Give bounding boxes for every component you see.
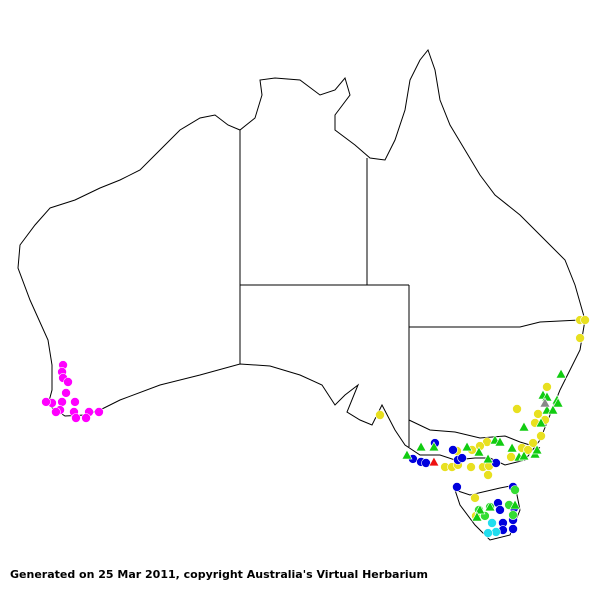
occurrence-point-lightgreen bbox=[510, 485, 520, 495]
occurrence-point-yellow bbox=[506, 452, 516, 462]
occurrence-point-blue bbox=[452, 482, 462, 492]
occurrence-point-green-triangle bbox=[518, 421, 530, 432]
occurrence-point-yellow bbox=[542, 382, 552, 392]
occurrence-point-magenta bbox=[70, 397, 80, 407]
occurrence-point-magenta bbox=[81, 413, 91, 423]
occurrence-point-yellow bbox=[375, 410, 385, 420]
occurrence-point-magenta bbox=[41, 397, 51, 407]
occurrence-point-blue bbox=[495, 505, 505, 515]
occurrence-point-green-triangle bbox=[461, 441, 473, 452]
occurrence-point-yellow bbox=[512, 404, 522, 414]
occurrence-point-yellow bbox=[523, 445, 533, 455]
occurrence-point-lightgreen bbox=[508, 510, 518, 520]
occurrence-point-yellow bbox=[483, 470, 493, 480]
occurrence-point-green-triangle bbox=[547, 404, 559, 415]
occurrence-point-green-triangle bbox=[531, 444, 543, 455]
occurrence-point-red-triangle bbox=[428, 456, 440, 467]
occurrence-point-blue bbox=[457, 453, 467, 463]
occurrence-point-yellow bbox=[470, 493, 480, 503]
occurrence-point-green-triangle bbox=[401, 449, 413, 460]
occurrence-point-green-triangle bbox=[494, 436, 506, 447]
occurrence-point-magenta bbox=[63, 377, 73, 387]
occurrence-point-blue bbox=[448, 445, 458, 455]
occurrence-point-yellow bbox=[580, 315, 590, 325]
mainland-coastline bbox=[17, 48, 586, 466]
occurrence-point-magenta bbox=[51, 407, 61, 417]
occurrence-point-green-triangle bbox=[535, 417, 547, 428]
occurrence-point-green-triangle bbox=[484, 501, 496, 512]
occurrence-points bbox=[41, 315, 590, 538]
occurrence-point-green-triangle bbox=[415, 441, 427, 452]
occurrence-point-yellow bbox=[466, 462, 476, 472]
occurrence-point-yellow bbox=[536, 431, 546, 441]
occurrence-point-yellow bbox=[528, 438, 538, 448]
occurrence-point-green-triangle bbox=[509, 499, 521, 510]
occurrence-point-magenta bbox=[71, 413, 81, 423]
occurrence-point-green-triangle bbox=[482, 453, 494, 464]
occurrence-point-magenta bbox=[61, 388, 71, 398]
occurrence-point-green-triangle bbox=[552, 397, 564, 408]
occurrence-point-green-triangle bbox=[471, 511, 483, 522]
occurrence-point-green-triangle bbox=[428, 441, 440, 452]
occurrence-point-yellow bbox=[575, 333, 585, 343]
occurrence-point-grey-triangle bbox=[539, 397, 551, 408]
occurrence-point-green-triangle bbox=[506, 442, 518, 453]
border-nsw-vic bbox=[408, 419, 541, 449]
occurrence-point-magenta bbox=[57, 397, 67, 407]
occurrence-point-cyan bbox=[487, 518, 497, 528]
occurrence-point-cyan bbox=[483, 528, 493, 538]
occurrence-point-magenta bbox=[94, 407, 104, 417]
occurrence-point-cyan bbox=[491, 527, 501, 537]
occurrence-point-green-triangle bbox=[474, 504, 486, 515]
occurrence-point-green-triangle bbox=[555, 368, 567, 379]
occurrence-point-green-triangle bbox=[473, 446, 485, 457]
occurrence-point-green-triangle bbox=[518, 450, 530, 461]
footer-credit: Generated on 25 Mar 2011, copyright Aust… bbox=[10, 568, 428, 581]
border-qld-nsw bbox=[409, 319, 581, 328]
occurrence-point-blue bbox=[508, 524, 518, 534]
